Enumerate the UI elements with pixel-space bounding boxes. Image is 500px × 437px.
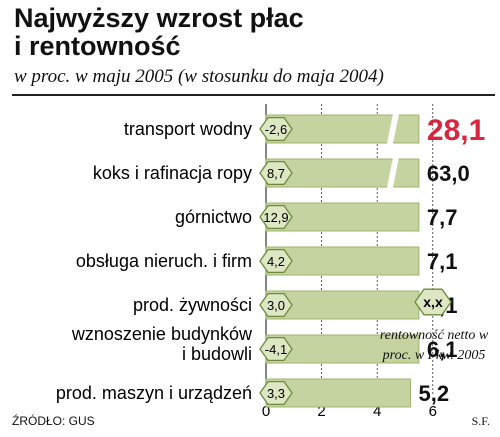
author-label: S.F. <box>471 414 490 428</box>
axis-break-marker <box>386 158 399 188</box>
profitability-hexagon <box>259 292 293 318</box>
x-tick-label: 4 <box>373 403 381 420</box>
profitability-hexagon <box>259 204 293 230</box>
profitability-note: rentowność netto w proc. w I kw. 2005 <box>379 328 489 363</box>
x-tick-label: 6 <box>429 403 437 420</box>
profitability-label: -4,1 <box>265 342 287 357</box>
profitability-label: 12,9 <box>263 210 288 225</box>
source-label: ŹRÓDŁO: GUS <box>12 414 95 428</box>
value-label: 63,0 <box>427 161 470 186</box>
category-label: górnictwo <box>175 207 252 227</box>
category-label: koks i rafinacja ropy <box>93 163 252 183</box>
value-label: 7,1 <box>427 249 458 274</box>
value-label: 28,1 <box>427 114 485 147</box>
profitability-label: 3,0 <box>267 298 285 313</box>
chart-title: Najwyższy wzrost płac i rentowność <box>14 3 304 61</box>
value-label: 6,1 <box>427 337 458 362</box>
profitability-label: 4,2 <box>267 254 285 269</box>
profitability-hexagon <box>259 248 293 274</box>
category-label: prod. żywności <box>133 295 252 315</box>
legend-hexagon <box>414 288 452 316</box>
legend-hex-label: x,x <box>423 294 443 310</box>
profitability-hexagon <box>259 380 293 406</box>
value-label: 5,2 <box>419 381 450 406</box>
profitability-label: -2,6 <box>265 122 287 137</box>
category-label: prod. maszyn i urządzeń <box>56 383 252 403</box>
profitability-label: 8,7 <box>267 166 285 181</box>
chart-subtitle: w proc. w maju 2005 (w stosunku do maja … <box>14 66 384 87</box>
category-label: transport wodny <box>124 119 252 139</box>
axis-break-marker <box>386 114 399 144</box>
title-divider <box>12 94 495 96</box>
profitability-label: 3,3 <box>267 386 285 401</box>
profitability-hexagon <box>259 336 293 362</box>
category-label: obsługa nieruch. i firm <box>76 251 252 271</box>
value-label: 7,7 <box>427 205 458 230</box>
profitability-hexagon <box>259 116 293 142</box>
profitability-hexagon <box>259 160 293 186</box>
x-tick-label: 2 <box>317 403 325 420</box>
x-tick-label: 0 <box>262 403 270 420</box>
category-label: wznoszenie budynków i budowli <box>71 324 253 364</box>
